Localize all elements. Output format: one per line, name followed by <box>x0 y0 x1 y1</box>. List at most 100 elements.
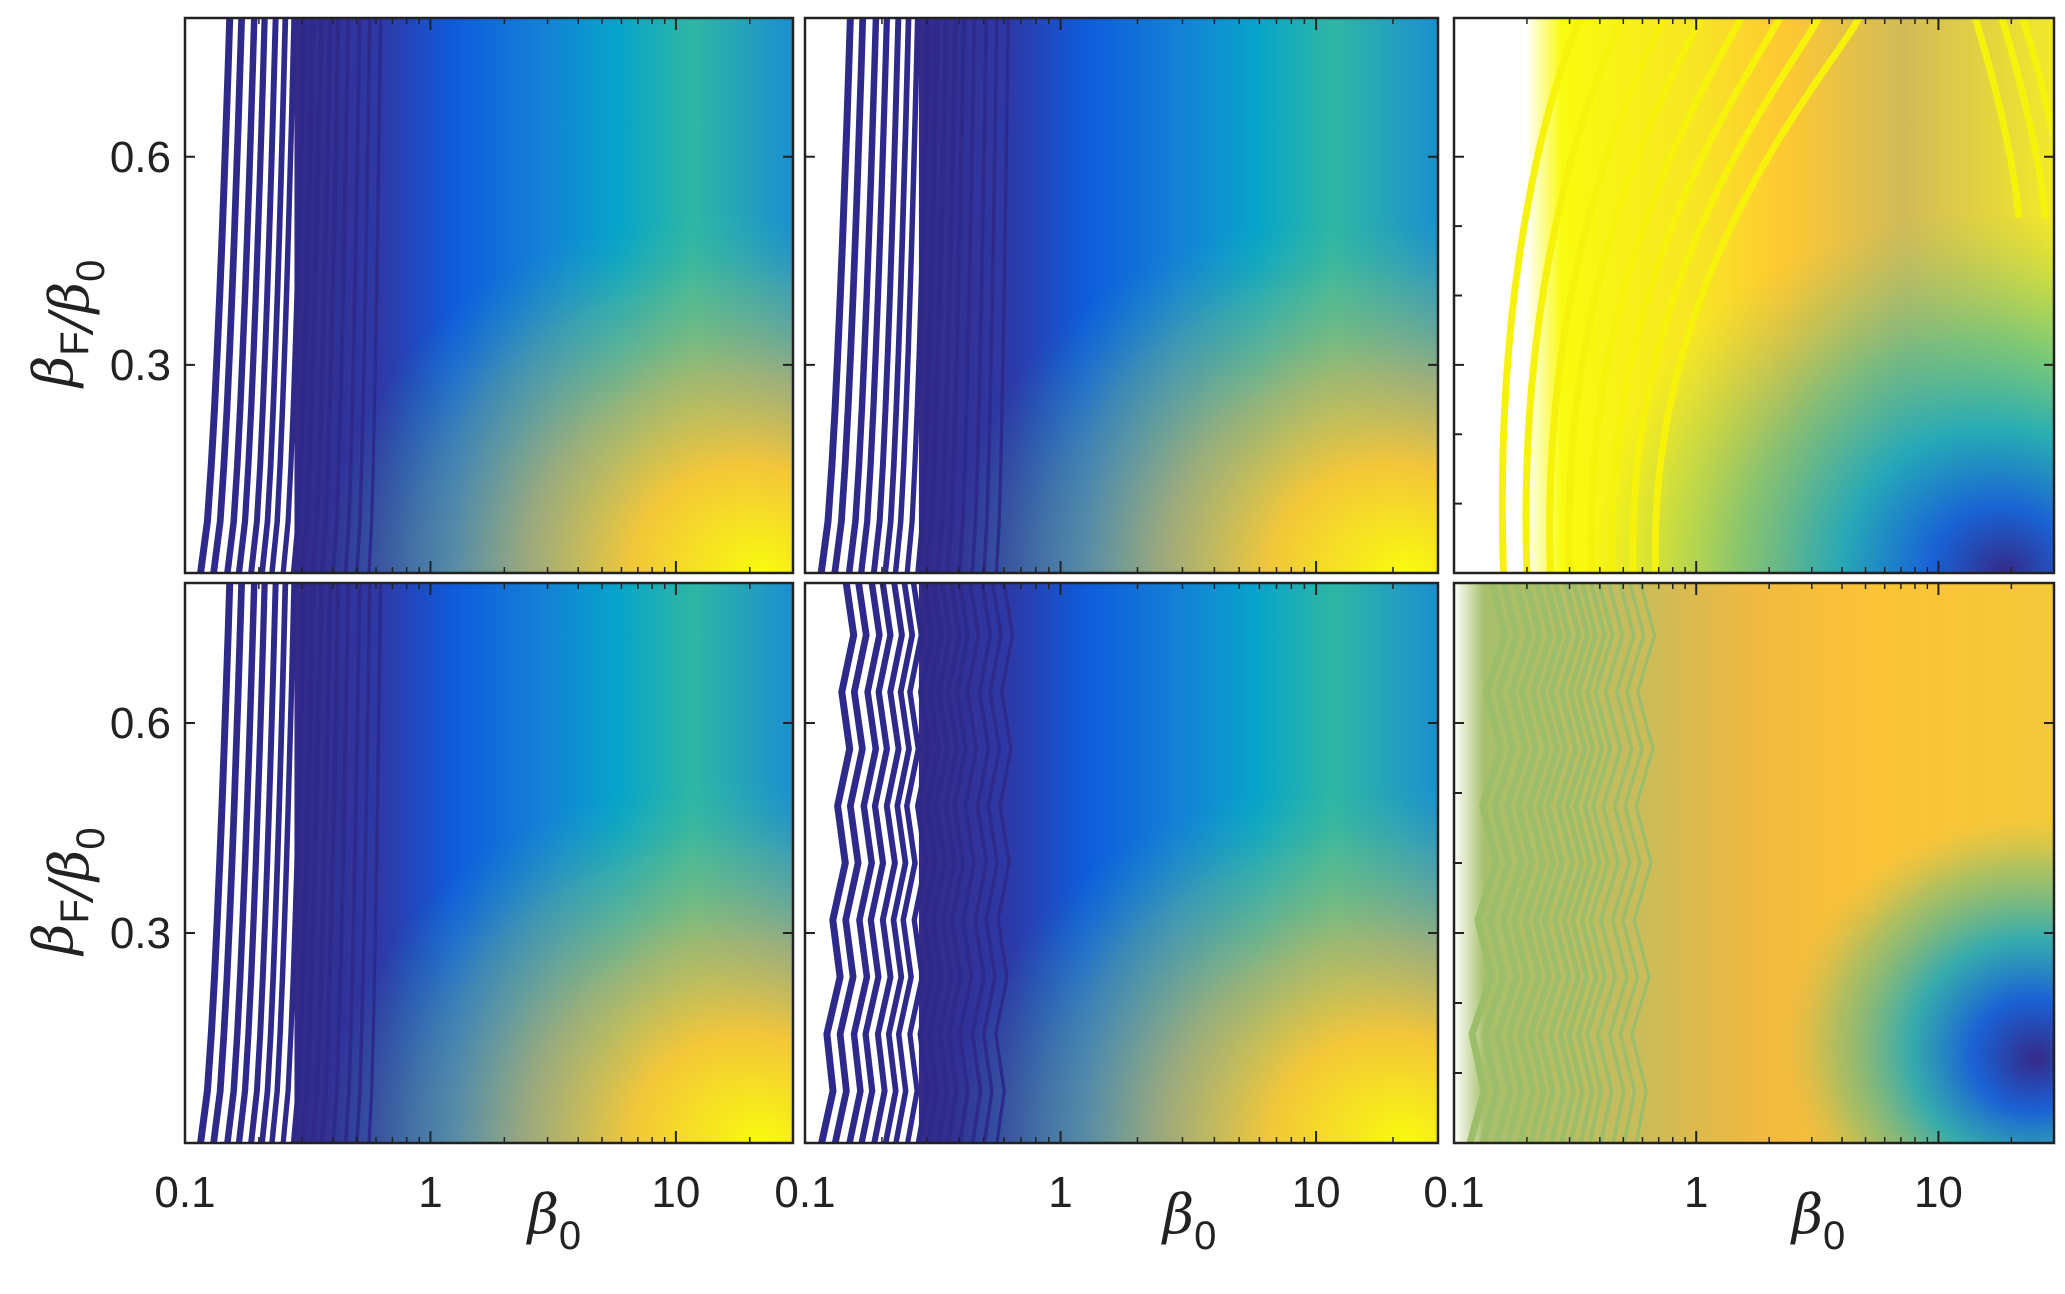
contour-line <box>331 18 351 573</box>
contour-line <box>310 18 333 573</box>
contour-line <box>892 18 921 573</box>
contour-line <box>210 18 246 573</box>
contour-line <box>367 18 383 573</box>
contour-line <box>300 18 324 573</box>
panel-top-center <box>803 16 1440 575</box>
x-tick-label: 10 <box>651 1168 700 1217</box>
contour-line <box>1527 583 1563 1143</box>
y-axis-label: βF/β0 <box>22 827 113 956</box>
contour-line <box>818 583 858 1143</box>
contour-line <box>1618 583 1646 1143</box>
plot-area <box>185 583 793 1143</box>
contour-line <box>1608 18 1784 573</box>
contour-line <box>269 583 297 1143</box>
x-tick-label: 10 <box>1914 1168 1963 1217</box>
contour-line <box>882 583 916 1143</box>
contour-line <box>319 18 341 573</box>
contour-line <box>994 583 1015 1143</box>
contour-line <box>1546 18 1668 573</box>
axes-frame <box>183 16 795 575</box>
x-tick-label: 10 <box>1292 1168 1341 1217</box>
contour-line <box>280 583 307 1143</box>
contour-line <box>1504 583 1543 1143</box>
y-axis-label: βF/β0 <box>22 260 113 389</box>
contour-line <box>1607 583 1636 1143</box>
contour-line <box>248 18 279 573</box>
contour-line <box>982 18 999 573</box>
contour-line <box>831 18 867 573</box>
contour-line <box>235 18 268 573</box>
x-tick-label: 0.1 <box>1423 1168 1484 1217</box>
contour-line <box>1565 18 1705 573</box>
contour-line <box>1516 583 1554 1143</box>
plot-area <box>805 583 1438 1143</box>
contour-line <box>1547 583 1582 1143</box>
contour-line <box>945 583 971 1143</box>
contour-line <box>936 583 962 1143</box>
contour-line <box>210 583 246 1143</box>
contour-line <box>290 18 316 573</box>
contour-line <box>970 583 993 1143</box>
contour-line <box>1998 18 2049 219</box>
x-tick-label: 1 <box>1048 1168 1072 1217</box>
contour-line <box>1630 583 1657 1143</box>
contour-line <box>343 18 362 573</box>
contour-line <box>1498 18 1585 573</box>
contour-line <box>904 583 935 1143</box>
contour-line <box>1537 583 1572 1143</box>
contour-line <box>1971 18 2023 219</box>
contour-line <box>935 18 958 573</box>
contour-line <box>994 18 1010 573</box>
contour-line <box>831 583 870 1143</box>
axes-frame <box>183 581 795 1145</box>
x-tick-label: 1 <box>1684 1168 1708 1217</box>
contour-line <box>1493 583 1533 1143</box>
plot-area <box>185 18 793 573</box>
contour-line <box>1522 18 1627 573</box>
axes-frame <box>803 16 1440 575</box>
panel-bottom-right: 0.1 1 10 β0 <box>1423 581 2056 1258</box>
contour-line <box>957 583 981 1143</box>
contour-line <box>1466 583 1509 1143</box>
contour-line <box>957 18 977 573</box>
y-tick-label: 0.3 <box>110 341 171 390</box>
contour-line <box>310 583 333 1143</box>
contour-line <box>858 583 894 1143</box>
contour-line <box>224 583 258 1143</box>
panel-bottom-left: 0.6 0.3 0.1 1 10 β0 βF/β0 <box>22 581 795 1258</box>
x-axis-label: β0 <box>1161 1183 1216 1258</box>
axes-frame <box>803 581 1440 1145</box>
contour-line <box>197 583 234 1143</box>
panel-bottom-center: 0.1 1 10 β0 <box>774 581 1440 1258</box>
contour-line <box>945 18 967 573</box>
y-tick-label: 0.6 <box>110 699 171 748</box>
contour-line <box>858 18 890 573</box>
contour-line <box>1595 583 1625 1143</box>
contour-line <box>1584 583 1615 1143</box>
contour-line <box>1479 583 1521 1143</box>
contour-line <box>845 18 880 573</box>
plot-area <box>1454 18 2054 573</box>
contour-line <box>248 583 279 1143</box>
contour-line <box>970 18 989 573</box>
contour-line <box>355 583 372 1143</box>
plot-area <box>805 18 1438 573</box>
contour-line <box>915 583 944 1143</box>
contour-line <box>981 583 1003 1143</box>
plot-area <box>1454 583 2054 1143</box>
x-tick-label: 0.1 <box>774 1168 835 1217</box>
contour-line <box>817 18 854 573</box>
contour-line <box>1576 583 1607 1143</box>
contour-line <box>343 583 362 1143</box>
x-axis-label: β0 <box>1790 1183 1845 1258</box>
contour-line <box>331 583 351 1143</box>
contour-line <box>882 18 912 573</box>
x-tick-label: 1 <box>418 1168 442 1217</box>
contour-line <box>1557 583 1591 1143</box>
contour-line <box>1651 18 1863 573</box>
contour-line <box>259 18 289 573</box>
contour-line <box>280 18 307 573</box>
contour-line <box>1587 18 1745 573</box>
contour-line <box>269 18 297 573</box>
